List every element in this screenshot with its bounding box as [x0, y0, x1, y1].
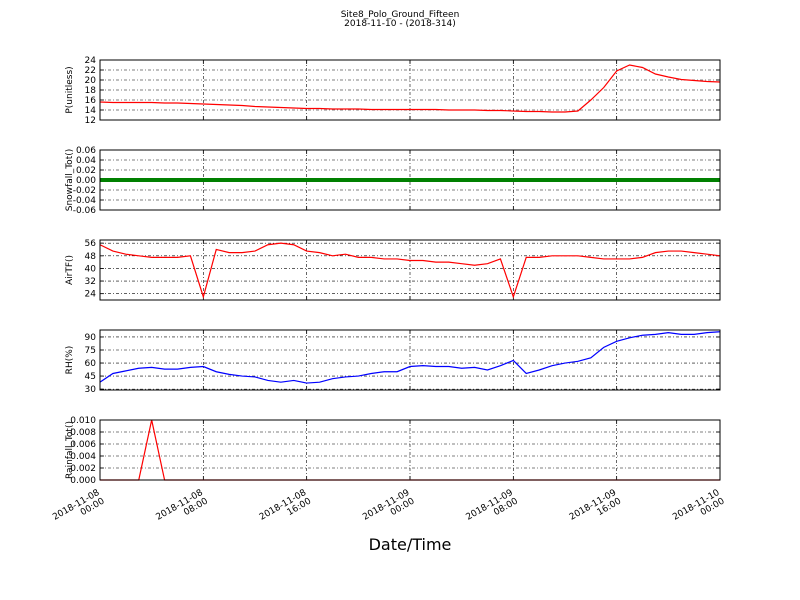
- y-tick-label: -0.04: [73, 196, 97, 206]
- y-axis-label: RH(%): [65, 346, 75, 375]
- y-tick-label: 0.00: [76, 176, 96, 186]
- y-tick-label: 0.010: [70, 416, 96, 426]
- y-tick-label: 45: [85, 372, 96, 382]
- y-tick-label: 0.002: [70, 464, 96, 474]
- y-tick-label: 14: [85, 106, 97, 116]
- y-tick-label: 90: [85, 333, 97, 343]
- y-tick-label: 24: [85, 290, 97, 300]
- y-axis-label: Snowfall_Tot(): [65, 149, 75, 212]
- y-axis-label: AirTF(): [65, 255, 75, 285]
- y-tick-label: 0.06: [76, 146, 96, 156]
- y-tick-label: 30: [85, 385, 97, 395]
- y-tick-label: 0.04: [76, 156, 96, 166]
- x-axis-label: Date/Time: [369, 535, 452, 554]
- y-tick-label: 0.008: [70, 428, 96, 438]
- y-tick-label: 0.000: [70, 476, 96, 486]
- chart-title: Site8_Polo_Ground_Fifteen: [341, 10, 460, 20]
- y-tick-label: 12: [85, 116, 96, 126]
- y-axis-label: Rainfall_Tot(): [65, 421, 75, 479]
- y-tick-label: 22: [85, 66, 96, 76]
- y-tick-label: 40: [85, 264, 97, 274]
- chart-subtitle: 2018-11-10 - (2018-314): [344, 19, 456, 29]
- y-tick-label: 0.006: [70, 440, 96, 450]
- y-tick-label: 20: [85, 76, 97, 86]
- y-tick-label: 48: [85, 252, 97, 262]
- y-tick-label: 32: [85, 277, 96, 287]
- y-tick-label: 75: [85, 346, 96, 356]
- y-axis-label: P(unitless): [65, 66, 75, 113]
- axes-frame: [99, 149, 721, 211]
- y-tick-label: 24: [85, 56, 97, 66]
- y-tick-label: 0.004: [70, 452, 96, 462]
- y-tick-label: -0.02: [73, 186, 96, 196]
- y-tick-label: 16: [85, 96, 97, 106]
- data-line: [99, 242, 721, 299]
- data-line: [99, 331, 721, 384]
- data-line: [99, 64, 721, 113]
- axes-frame: [99, 419, 721, 481]
- y-tick-label: -0.06: [73, 206, 97, 216]
- y-tick-label: 60: [85, 359, 97, 369]
- y-tick-label: 0.02: [76, 166, 96, 176]
- axes-frame: [99, 59, 721, 121]
- axes-frame: [99, 329, 721, 391]
- y-tick-label: 56: [85, 239, 97, 249]
- axes-frame: [99, 239, 721, 301]
- y-tick-label: 18: [85, 86, 97, 96]
